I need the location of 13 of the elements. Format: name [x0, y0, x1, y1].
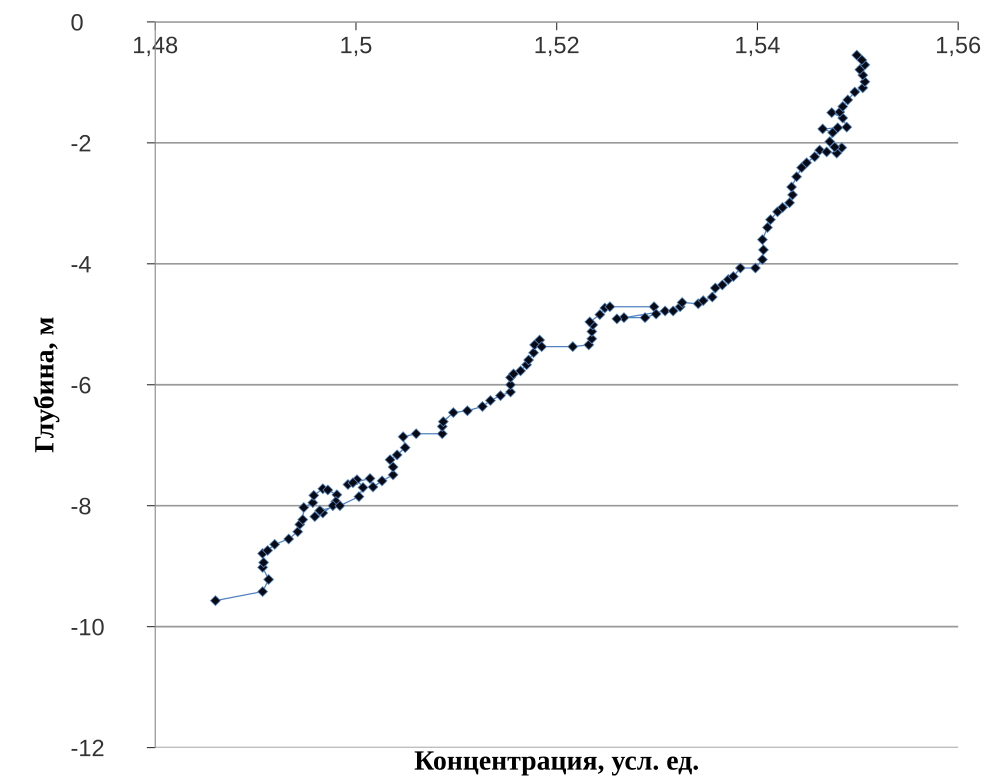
- y-tick-label: -8: [72, 498, 90, 514]
- y-tick-label: -4: [72, 256, 91, 272]
- y-tick-label: -6: [72, 376, 90, 394]
- y-tick-label: -12: [72, 740, 104, 756]
- x-tick-label: 1,52: [536, 36, 578, 56]
- x-tick-label: 1,56: [937, 36, 980, 56]
- x-tick-label: 1,5: [341, 36, 372, 56]
- y-tick-label: -10: [72, 618, 104, 636]
- x-axis-title: Концентрация, усл. ед.: [414, 751, 698, 776]
- y-axis-title: Глубина, м: [34, 318, 60, 452]
- y-tick-label: -2: [72, 134, 90, 152]
- x-tick-label: 1,54: [736, 36, 780, 56]
- y-tick-label: 0: [71, 14, 83, 31]
